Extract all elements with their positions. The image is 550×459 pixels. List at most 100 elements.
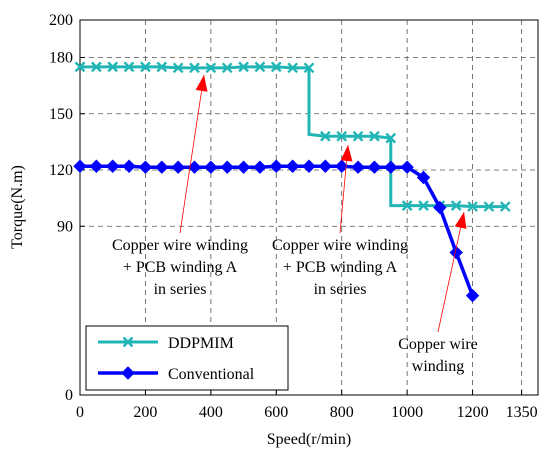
marker-stroke — [385, 132, 397, 144]
legend-item-0: DDPMIM — [98, 335, 234, 352]
data-point — [499, 201, 511, 212]
annotation-line: Copper wire — [398, 336, 478, 353]
data-point — [384, 160, 398, 174]
data-point — [401, 200, 413, 211]
legend-marker — [122, 336, 134, 348]
legend: DDPMIM Conventional — [85, 325, 289, 391]
annotation-line: + PCB winding A — [123, 259, 238, 276]
annotations: Copper wire winding + PCB winding A in ser… — [112, 74, 478, 375]
data-point — [285, 159, 300, 173]
marker-stroke — [352, 130, 364, 142]
data-point — [270, 61, 282, 73]
data-point — [156, 61, 168, 73]
data-point — [91, 61, 102, 73]
annotation-2: Copper wire winding — [398, 211, 478, 375]
data-point — [449, 245, 463, 260]
marker-stroke — [483, 201, 495, 212]
data-point — [416, 170, 431, 185]
data-point — [172, 62, 184, 74]
annotation-leader — [437, 211, 465, 333]
data-point — [433, 200, 447, 215]
data-point — [122, 159, 136, 173]
annotation-arrowhead — [195, 75, 208, 92]
data-point — [367, 160, 382, 174]
marker-stroke — [189, 62, 200, 74]
data-point — [205, 62, 217, 74]
annotation-text: Copper wire winding — [398, 336, 478, 375]
data-point — [320, 130, 331, 142]
data-point — [385, 132, 397, 144]
data-point — [302, 159, 316, 173]
data-point — [89, 159, 104, 173]
data-point — [369, 130, 380, 142]
marker-stroke — [450, 200, 462, 211]
marker-stroke — [238, 61, 249, 73]
y-tick-label: 120 — [49, 162, 73, 179]
series-1 — [73, 159, 480, 303]
annotation-arrowhead — [340, 145, 353, 162]
marker-stroke — [74, 61, 86, 73]
marker-stroke — [303, 62, 315, 74]
legend-box — [85, 325, 289, 391]
data-point — [465, 288, 480, 303]
marker-stroke — [254, 61, 266, 73]
data-point — [106, 159, 120, 173]
x-tick-label: 1000 — [391, 404, 423, 421]
annotation-line: winding — [412, 358, 464, 375]
data-point — [351, 160, 365, 174]
x-tick-label: 1200 — [457, 404, 489, 421]
y-axis: 0 90 120 150 180 200 — [49, 12, 85, 404]
annotation-leader — [179, 74, 205, 234]
marker-stroke — [122, 336, 134, 348]
series-layer — [73, 61, 511, 303]
data-point — [467, 201, 478, 212]
annotation-line: in series — [154, 281, 207, 298]
annotation-arrowhead — [454, 212, 467, 229]
annotation-1: Copper wire winding + PCB winding A in ser… — [272, 144, 408, 298]
marker-stroke — [91, 61, 102, 73]
data-point — [123, 61, 135, 73]
annotation-text: Copper wire winding + PCB winding A in ser… — [272, 237, 408, 298]
annotation-text: Copper wire winding + PCB winding A in ser… — [112, 237, 248, 298]
marker-stroke — [221, 62, 233, 74]
marker-stroke — [205, 62, 217, 74]
x-tick-label: 800 — [330, 404, 354, 421]
data-point — [287, 62, 298, 74]
data-point — [171, 160, 185, 174]
data-point — [107, 61, 119, 73]
marker-stroke — [123, 61, 135, 73]
y-tick-label: 150 — [49, 106, 73, 123]
data-point — [189, 62, 200, 74]
data-point — [74, 61, 86, 73]
data-point — [269, 159, 283, 173]
data-point — [418, 200, 429, 211]
marker-stroke — [401, 200, 413, 211]
legend-label: Conventional — [168, 366, 255, 383]
series-0 — [74, 61, 511, 212]
x-tick-label: 200 — [133, 404, 157, 421]
legend-item-1: Conventional — [98, 366, 255, 383]
data-point — [73, 159, 87, 173]
data-point — [352, 130, 364, 142]
marker-stroke — [287, 62, 298, 74]
data-point — [204, 160, 218, 174]
data-point — [253, 160, 267, 174]
data-point — [138, 160, 153, 174]
x-tick-label: 400 — [199, 404, 223, 421]
data-point — [155, 160, 169, 174]
x-axis: 0 200 400 600 800 1000 1200 1350 — [76, 390, 538, 421]
marker-stroke — [140, 61, 151, 73]
marker-stroke — [467, 201, 478, 212]
x-tick-label: 1350 — [506, 404, 538, 421]
marker-stroke — [418, 200, 429, 211]
marker-stroke — [499, 201, 511, 212]
marker-stroke — [172, 62, 184, 74]
x-tick-label: 600 — [264, 404, 288, 421]
data-point — [236, 160, 251, 174]
annotation-line: Copper wire winding — [112, 237, 248, 254]
marker-stroke — [107, 61, 119, 73]
data-point — [254, 61, 266, 73]
data-point — [140, 61, 151, 73]
